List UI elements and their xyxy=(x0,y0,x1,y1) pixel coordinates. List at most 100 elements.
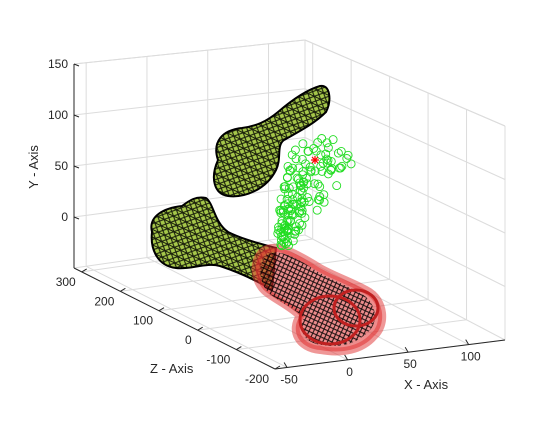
z-tick-mark xyxy=(158,307,165,312)
marker-point xyxy=(283,189,293,199)
marker-point xyxy=(282,216,292,226)
grid-line-y xyxy=(73,88,306,116)
marker-point xyxy=(275,205,285,215)
marker-point xyxy=(305,162,315,172)
grid-line-y xyxy=(304,137,506,234)
marker-point xyxy=(306,165,316,175)
highlight-end-cap xyxy=(298,294,362,346)
marker-point xyxy=(290,145,300,155)
x-tick-label: -50 xyxy=(280,372,298,386)
z-tick-mark xyxy=(236,346,242,351)
z-tick-label: 0 xyxy=(185,333,192,347)
marker-point xyxy=(337,161,347,171)
x-axis-line xyxy=(274,339,506,370)
marker-point xyxy=(315,195,324,205)
marker-point xyxy=(342,154,352,163)
tick-labels: 0 50 100 150 -200 -100 0 100 200 300 -50 0 50 100 xyxy=(48,57,481,386)
grid-line-y xyxy=(304,185,506,287)
marker-point xyxy=(287,189,297,199)
z-tick-label: 200 xyxy=(94,294,114,308)
marker-point xyxy=(334,163,344,173)
marker-point xyxy=(282,173,292,183)
marker-point xyxy=(297,187,307,197)
y-tick-mark xyxy=(73,114,80,118)
highlighted-bone-region xyxy=(251,243,387,356)
marker-point xyxy=(283,225,293,234)
z-tick-mark xyxy=(197,326,203,331)
marker-point xyxy=(333,148,343,158)
marker-point xyxy=(297,154,307,164)
marker-point xyxy=(322,158,332,168)
marker-point xyxy=(319,190,329,200)
highlight-end-cap-2 xyxy=(332,288,380,328)
lower-bone-mesh xyxy=(150,196,278,292)
marker-point xyxy=(303,146,313,156)
marker-point xyxy=(298,139,308,149)
marker-point xyxy=(336,146,346,156)
y-tick-label: 100 xyxy=(48,108,68,122)
marker-point xyxy=(287,150,297,160)
marker-point xyxy=(309,143,319,153)
grid-line-y xyxy=(304,88,506,180)
grid-box-edge xyxy=(304,234,506,341)
marker-point xyxy=(284,183,294,193)
centroid-star-icon xyxy=(311,156,319,164)
marker-point xyxy=(321,149,331,159)
marker-point xyxy=(283,210,293,220)
marker-point xyxy=(277,231,287,241)
marker-point xyxy=(292,199,302,209)
grid-line-y xyxy=(304,39,506,127)
z-axis-label: Z - Axis xyxy=(150,361,194,376)
marker-point xyxy=(312,205,322,215)
marker-point xyxy=(295,178,305,188)
marker-point xyxy=(313,179,323,189)
marker-point xyxy=(332,181,342,191)
marker-point xyxy=(283,161,293,171)
marker-point xyxy=(282,226,292,236)
marker-point xyxy=(298,167,308,177)
lower-bone-mesh-overlay xyxy=(151,197,276,290)
marker-point xyxy=(282,195,292,204)
x-axis-label: X - Axis xyxy=(404,377,449,392)
marker-cloud xyxy=(273,134,356,251)
z-tick-mark xyxy=(81,268,87,273)
grid-line-x xyxy=(85,265,288,368)
z-tick-label: 100 xyxy=(133,314,153,328)
marker-point xyxy=(279,238,289,248)
x-tick-label: 50 xyxy=(403,357,417,371)
marker-point xyxy=(288,210,298,220)
x-tick-mark xyxy=(404,346,409,353)
marker-point xyxy=(317,134,327,143)
y-tick-label: 50 xyxy=(55,159,69,173)
z-tick-label: 300 xyxy=(56,275,76,289)
upper-bone-mesh xyxy=(212,84,331,198)
marker-point xyxy=(301,159,310,169)
x-tick-mark xyxy=(283,362,288,368)
marker-point xyxy=(316,150,326,160)
x-tick-mark xyxy=(465,339,470,345)
marker-centroid xyxy=(311,156,319,164)
marker-point xyxy=(322,138,332,148)
z-tick-label: -200 xyxy=(245,372,269,386)
marker-point xyxy=(283,237,293,247)
marker-point xyxy=(294,208,304,218)
marker-point xyxy=(274,222,283,232)
upper-bone-mesh-overlay xyxy=(213,85,330,197)
marker-point xyxy=(323,143,333,153)
x-tick-label: 100 xyxy=(461,350,481,364)
marker-point xyxy=(288,163,298,173)
marker-point xyxy=(304,197,314,206)
marker-point xyxy=(319,197,329,207)
axes xyxy=(73,63,506,370)
marker-point xyxy=(276,194,286,204)
z-tick-label: -100 xyxy=(206,353,230,367)
y-axis-label: Y - Axis xyxy=(26,145,41,189)
y-tick-label: 0 xyxy=(61,210,68,224)
marker-point xyxy=(298,170,308,180)
y-tick-label: 150 xyxy=(48,57,68,71)
marker-point xyxy=(289,200,299,210)
marker-point xyxy=(284,241,293,251)
y-tick-mark xyxy=(73,216,80,220)
